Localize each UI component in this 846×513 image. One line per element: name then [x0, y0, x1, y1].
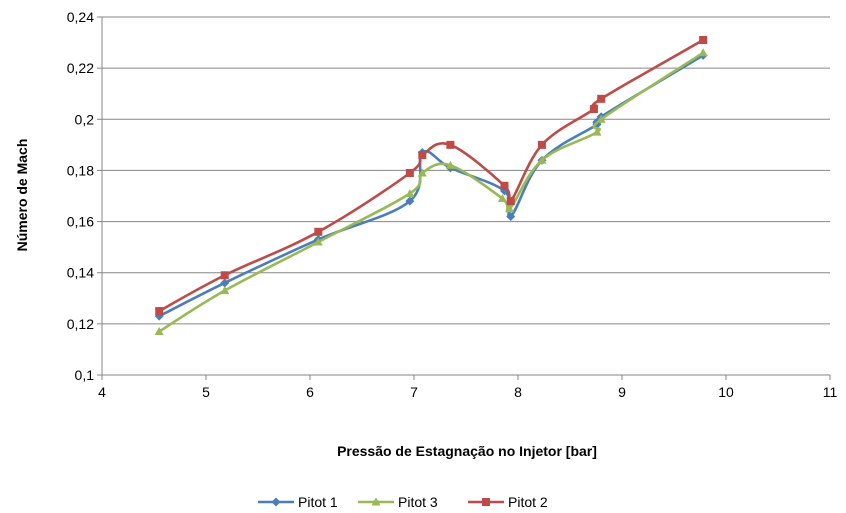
data-point	[314, 227, 323, 236]
data-point	[445, 160, 455, 169]
legend-item-pitot-3: Pitot 3	[358, 494, 438, 510]
axes	[97, 16, 831, 380]
data-point	[506, 197, 515, 206]
series-pitot-3	[154, 48, 708, 336]
data-point	[500, 181, 509, 190]
data-point	[506, 211, 516, 221]
data-point	[592, 127, 602, 136]
data-point	[220, 286, 230, 295]
y-tick-label: 0,1	[75, 367, 95, 383]
data-point	[699, 36, 708, 45]
x-axis-title: Pressão de Estagnação no Injetor [bar]	[337, 443, 597, 459]
data-point	[597, 94, 606, 103]
legend-item-pitot-2: Pitot 2	[468, 494, 548, 510]
data-point	[497, 194, 507, 203]
data-point	[537, 140, 546, 149]
legend-marker	[271, 497, 281, 507]
data-point	[155, 307, 164, 316]
x-tick-label: 7	[410, 384, 418, 400]
series-pitot-2	[155, 36, 708, 316]
data-point	[405, 168, 414, 177]
series-line-pitot-2	[158, 38, 704, 313]
x-tick-label: 6	[306, 384, 314, 400]
legend-marker	[371, 497, 381, 506]
legend-label: Pitot 3	[398, 494, 438, 510]
series-line-pitot-3	[158, 51, 704, 333]
legend-label: Pitot 1	[298, 494, 338, 510]
data-point	[154, 327, 164, 336]
data-point	[446, 140, 455, 149]
data-point	[313, 237, 323, 246]
legend: Pitot 1 Pitot 3 Pitot 2	[258, 494, 548, 510]
legend-marker	[482, 498, 490, 506]
y-tick-label: 0,24	[67, 9, 94, 25]
y-tick-label: 0,2	[75, 111, 95, 127]
x-tick-label: 5	[202, 384, 210, 400]
x-tick-label: 9	[618, 384, 626, 400]
y-tick-label: 0,14	[67, 265, 94, 281]
y-tick-labels: 0,1 0,12 0,14 0,16 0,18 0,2 0,22 0,24	[67, 9, 94, 383]
x-tick-label: 4	[98, 384, 106, 400]
data-point	[589, 105, 598, 114]
x-tick-label: 8	[514, 384, 522, 400]
grid	[102, 16, 830, 325]
series-line-pitot-1	[158, 54, 704, 318]
y-axis-title: Número de Mach	[14, 139, 30, 252]
series-pitot-1	[154, 50, 708, 321]
y-tick-label: 0,12	[67, 316, 94, 332]
data-point	[698, 48, 708, 57]
legend-item-pitot-1: Pitot 1	[258, 494, 338, 510]
y-tick-label: 0,22	[67, 60, 94, 76]
x-tick-label: 11	[823, 384, 838, 400]
data-point	[418, 151, 427, 160]
data-point	[220, 271, 229, 280]
data-point	[537, 155, 547, 164]
series	[154, 36, 708, 336]
data-point	[596, 114, 606, 123]
y-tick-label: 0,18	[67, 162, 94, 178]
data-point	[405, 188, 415, 197]
x-tick-label: 10	[718, 384, 734, 400]
y-tick-label: 0,16	[67, 214, 94, 230]
data-point	[220, 278, 230, 288]
data-point	[405, 196, 415, 206]
legend-label: Pitot 2	[508, 494, 548, 510]
x-tick-labels: 4 5 6 7 8 9 10 11	[98, 384, 837, 400]
data-point	[417, 168, 427, 177]
data-point	[505, 204, 515, 213]
